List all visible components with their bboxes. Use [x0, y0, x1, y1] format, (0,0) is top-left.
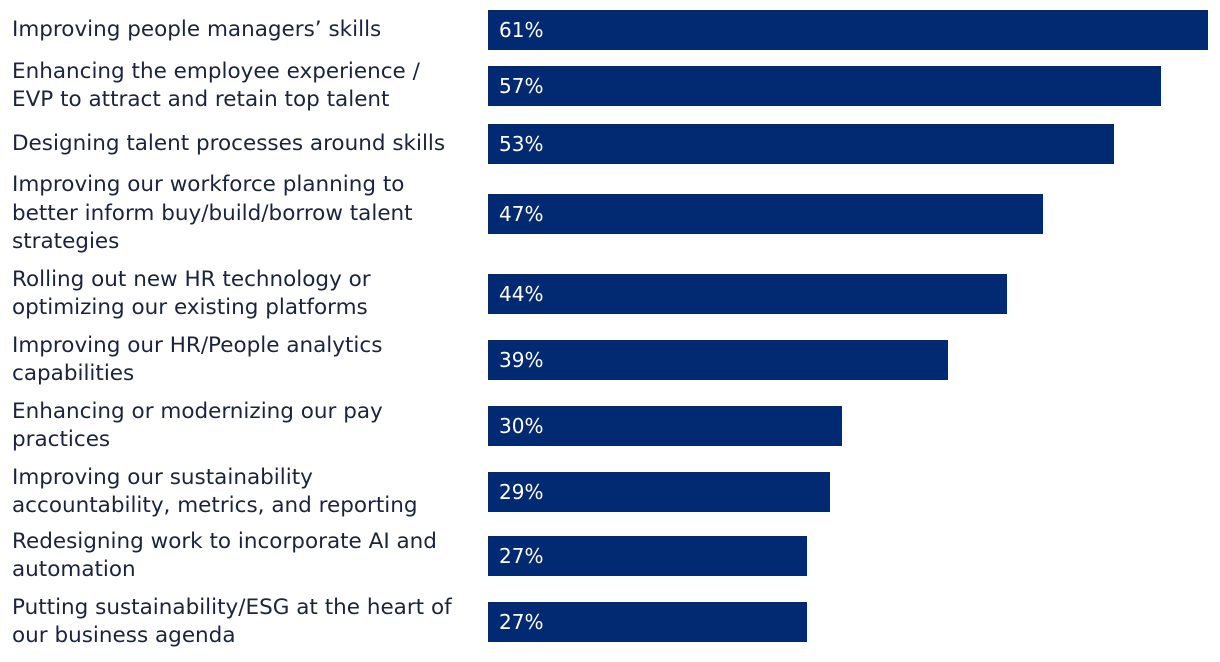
bar-value-label: 30%	[499, 414, 544, 438]
category-label: Improving our workforce planning to bett…	[12, 172, 413, 255]
bar: 39%	[488, 340, 948, 380]
bar: 27%	[488, 536, 807, 576]
bar: 44%	[488, 274, 1007, 314]
bar: 57%	[488, 66, 1161, 106]
bar-value-label: 27%	[499, 544, 544, 568]
bar: 29%	[488, 472, 830, 512]
category-label: Putting sustainability/ESG at the heart …	[12, 594, 452, 649]
bar-value-label: 53%	[499, 132, 544, 156]
category-label: Designing talent processes around skills	[12, 130, 446, 156]
category-label: Improving our HR/People analytics capabi…	[12, 332, 383, 387]
category-label: Enhancing the employee experience / EVP …	[12, 58, 420, 113]
category-label: Improving our sustainability accountabil…	[12, 464, 418, 519]
bar-value-label: 27%	[499, 610, 544, 634]
category-label: Redesigning work to incorporate AI and a…	[12, 528, 437, 583]
category-label: Improving people managers’ skills	[12, 16, 382, 42]
bar-value-label: 47%	[499, 202, 544, 226]
bar: 53%	[488, 124, 1114, 164]
bar-value-label: 39%	[499, 348, 544, 372]
bar-value-label: 44%	[499, 282, 544, 306]
bar-value-label: 61%	[499, 18, 544, 42]
bar: 47%	[488, 194, 1043, 234]
bar-value-label: 29%	[499, 480, 544, 504]
bar: 27%	[488, 602, 807, 642]
bar: 61%	[488, 10, 1208, 50]
category-label: Rolling out new HR technology or optimiz…	[12, 266, 371, 321]
category-label: Enhancing or modernizing our pay practic…	[12, 398, 383, 453]
bar-value-label: 57%	[499, 74, 544, 98]
bar: 30%	[488, 406, 842, 446]
